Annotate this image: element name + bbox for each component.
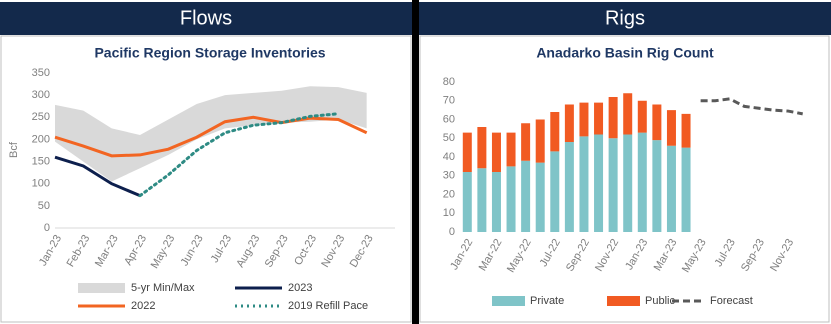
series-line <box>700 97 803 116</box>
legend-label: 2019 Refill Pace <box>288 300 368 312</box>
bar <box>506 132 516 167</box>
bar <box>666 110 676 146</box>
bar <box>637 100 647 133</box>
y-tick-label: 50 <box>443 132 455 144</box>
bar <box>506 166 516 232</box>
header-title: Flows <box>180 7 232 29</box>
y-tick-label: 20 <box>443 188 455 200</box>
bar <box>637 132 647 232</box>
y-tick-label: 150 <box>32 155 50 167</box>
panel-border <box>419 35 830 323</box>
bar <box>681 147 691 232</box>
y-tick-label: 80 <box>443 76 455 88</box>
y-tick-label: 0 <box>449 226 455 238</box>
y-tick-label: 250 <box>32 111 50 123</box>
legend-label: Private <box>530 295 564 307</box>
divider <box>412 0 419 324</box>
bar <box>564 142 574 232</box>
header-bar <box>0 2 412 35</box>
y-tick-label: 350 <box>32 67 50 79</box>
y-tick-label: 200 <box>32 133 50 145</box>
bar <box>623 134 633 232</box>
bar <box>462 132 472 172</box>
y-tick-label: 70 <box>443 95 455 107</box>
bar <box>521 123 531 161</box>
bar <box>550 112 560 152</box>
bar <box>608 138 618 232</box>
bar <box>535 162 545 232</box>
series-line <box>54 115 368 158</box>
y-tick-label: 30 <box>443 170 455 182</box>
bar <box>535 119 545 163</box>
bar <box>491 132 501 172</box>
legend-swatch <box>492 296 525 306</box>
legend-swatch <box>607 296 640 306</box>
legend-label: 2023 <box>288 282 312 294</box>
bar <box>491 172 501 232</box>
y-tick-label: 60 <box>443 113 455 125</box>
min-max-band <box>55 86 367 182</box>
bar <box>564 104 574 142</box>
y-axis-label: Bcf <box>8 141 20 158</box>
y-tick-label: 50 <box>38 200 50 212</box>
header-bar <box>419 2 831 35</box>
bar <box>462 172 472 232</box>
y-tick-label: 40 <box>443 151 455 163</box>
series-line <box>54 155 141 198</box>
legend-label: Forecast <box>710 295 753 307</box>
bar <box>550 151 560 232</box>
y-tick-label: 100 <box>32 178 50 190</box>
bar <box>594 102 604 135</box>
series-line <box>138 112 340 198</box>
y-tick-label: 10 <box>443 207 455 219</box>
bar <box>477 168 487 232</box>
bar <box>477 127 487 169</box>
legend-swatch <box>78 283 125 293</box>
bar <box>652 140 662 232</box>
bar <box>594 134 604 232</box>
panel-border <box>0 35 412 323</box>
legend-label: 2022 <box>131 300 155 312</box>
chart-title: Pacific Region Storage Inventories <box>94 45 325 61</box>
bar <box>608 97 618 139</box>
header-title: Rigs <box>605 7 645 29</box>
y-tick-label: 0 <box>44 222 50 234</box>
bar <box>666 145 676 232</box>
bar <box>652 104 662 141</box>
chart-title: Anadarko Basin Rig Count <box>536 45 714 61</box>
bar <box>579 136 589 232</box>
legend-label: Public <box>645 295 675 307</box>
bar <box>579 102 589 137</box>
legend-label: 5-yr Min/Max <box>131 282 195 294</box>
bar <box>521 160 531 232</box>
bar <box>681 113 691 148</box>
bar <box>623 93 633 135</box>
y-tick-label: 300 <box>32 89 50 101</box>
